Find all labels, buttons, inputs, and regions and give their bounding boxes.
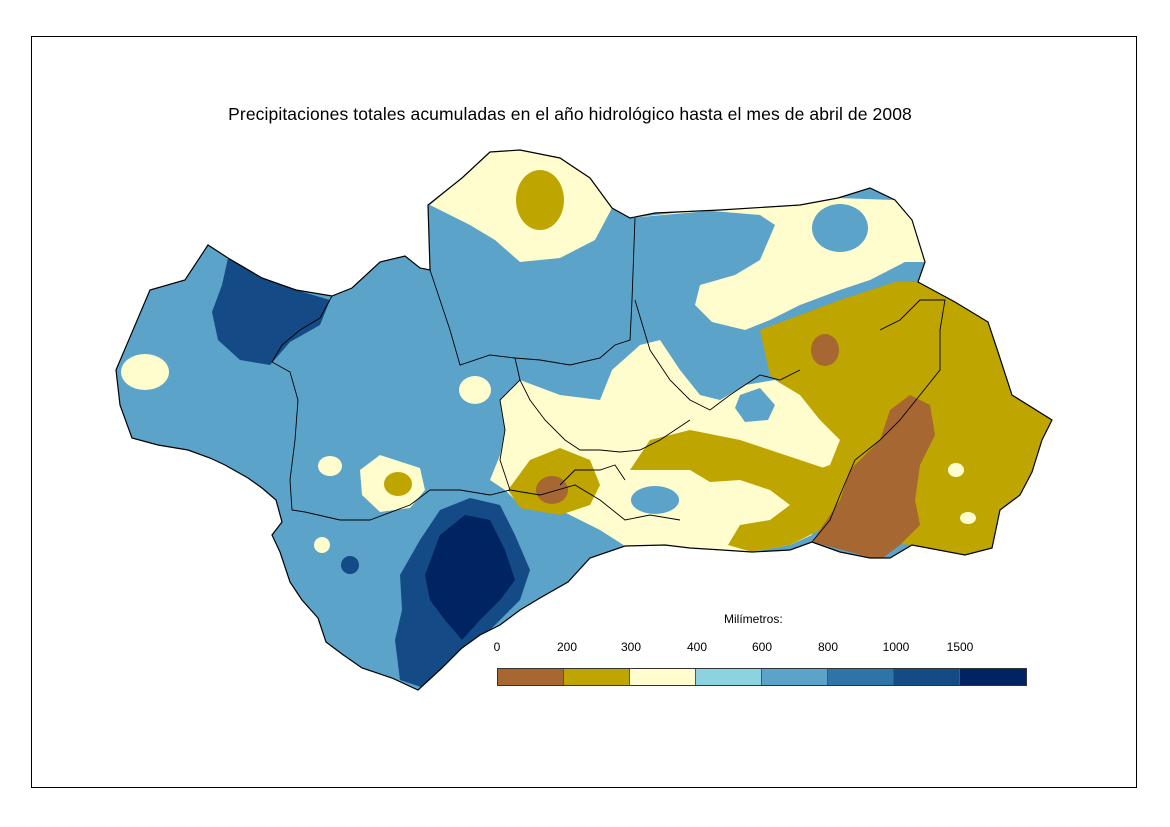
- legend-swatch: [630, 669, 696, 685]
- legend-swatch: [564, 669, 630, 685]
- zone-1000-1500-cadiz-spot: [341, 556, 359, 574]
- zone-0-200-center: [536, 476, 568, 504]
- legend-tick: 1000: [882, 640, 910, 654]
- legend-swatch: [762, 669, 828, 685]
- legend-tick: 400: [686, 640, 708, 654]
- map-frame: [31, 36, 1137, 788]
- zone-300-400-spot-4: [314, 537, 330, 553]
- zone-300-400-sevilla-spot: [459, 376, 491, 404]
- legend-title: Milímetros:: [724, 612, 783, 626]
- precipitation-surface: [116, 150, 1052, 690]
- legend-tick: 300: [620, 640, 642, 654]
- legend-swatch: [894, 669, 960, 685]
- zone-300-400-huelva-spot: [121, 354, 169, 390]
- legend-color-bar: [497, 668, 1027, 686]
- zone-200-300-central: [630, 430, 840, 552]
- zone-600-800-northeast-spot: [812, 204, 868, 252]
- zone-0-200-east: [812, 395, 935, 560]
- zone-over-1500-ronda: [425, 515, 515, 640]
- legend-swatch: [696, 669, 762, 685]
- legend-swatch: [960, 669, 1026, 685]
- zone-1000-1500-huelva: [212, 258, 330, 365]
- legend-tick: 200: [556, 640, 578, 654]
- zone-200-300-southwest: [384, 472, 412, 496]
- zone-0-200-northeast-dot: [811, 334, 839, 366]
- zone-300-400-spot-3: [318, 456, 342, 476]
- legend-swatch: [498, 669, 564, 685]
- legend-tick: 800: [817, 640, 839, 654]
- legend-tick: 1500: [946, 640, 974, 654]
- legend-swatch: [828, 669, 894, 685]
- province-boundaries: [115, 149, 1053, 691]
- zone-600-800-jaen-spot: [735, 388, 775, 422]
- legend-tick: 600: [751, 640, 773, 654]
- zone-300-400-east-spot-2: [960, 512, 976, 524]
- zone-600-800-center-spot: [631, 486, 679, 514]
- map-title: Precipitaciones totales acumuladas en el…: [228, 104, 912, 124]
- zone-200-300-north: [516, 170, 564, 230]
- zone-300-400-east-spot: [948, 463, 964, 477]
- legend-tick: 0: [493, 640, 501, 654]
